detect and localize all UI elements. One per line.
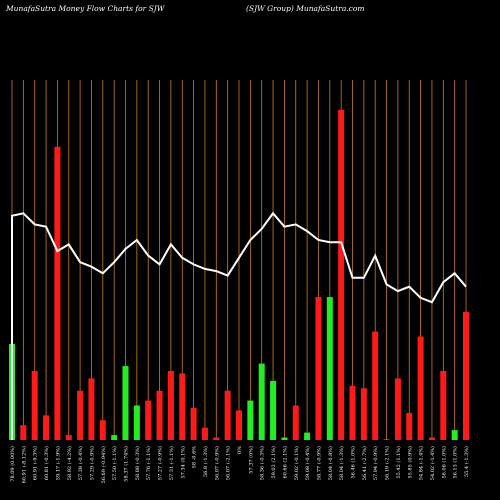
x-tick-label: 56.13 (1.0%) bbox=[452, 446, 459, 479]
x-tick-label: 57.34 (0.1%) bbox=[179, 446, 186, 479]
volume-bar bbox=[88, 378, 95, 440]
volume-bar bbox=[349, 385, 356, 440]
volume-bar bbox=[156, 390, 163, 440]
volume-bar bbox=[394, 378, 401, 440]
x-tick-label: 58.37 (1.74%) bbox=[123, 446, 130, 482]
volume-bar bbox=[338, 109, 345, 441]
volume-bar bbox=[201, 427, 208, 440]
volume-bar bbox=[77, 390, 84, 440]
x-tick-label: 59.02 (-0.1%) bbox=[293, 446, 300, 480]
volume-bar bbox=[360, 388, 367, 440]
x-tick-label: 59.02 (2.1%) bbox=[270, 446, 277, 479]
volume-bar bbox=[440, 371, 447, 440]
price-line bbox=[11, 211, 467, 440]
volume-bar bbox=[406, 412, 413, 440]
x-tick-label: 59.08 (-0.4%) bbox=[304, 446, 311, 480]
x-tick-label: 78.09 (0.00%) bbox=[9, 446, 16, 482]
x-tick-label: 55.42 (1.1%) bbox=[395, 446, 402, 479]
volume-bar bbox=[428, 437, 435, 440]
x-tick-label: 56.06 (1.0%) bbox=[440, 446, 447, 479]
volume-bar bbox=[167, 371, 174, 440]
volume-bar bbox=[179, 373, 186, 440]
x-tick-label: 57.31 (-1.1%) bbox=[168, 446, 175, 480]
volume-bar bbox=[31, 371, 38, 440]
volume-bar bbox=[292, 405, 299, 440]
volume-bar bbox=[213, 437, 220, 440]
volume-bar bbox=[451, 430, 458, 440]
x-tick-label: 55.85 (0.9%) bbox=[406, 446, 413, 479]
x-tick-label: 58.36 (-0.3%) bbox=[259, 446, 266, 480]
volume-bar bbox=[236, 410, 242, 440]
x-tick-label: 57.94 (-0.9%) bbox=[372, 446, 379, 480]
x-tick-label: 55.4 (-1.3%) bbox=[463, 446, 470, 477]
x-tick-label: 60.66 (2.1%) bbox=[281, 446, 288, 479]
volume-bar bbox=[43, 415, 50, 440]
x-tick-label: 58.88 (-0.3%) bbox=[134, 446, 141, 480]
volume-bar bbox=[65, 435, 72, 440]
volume-bar bbox=[463, 311, 469, 440]
volume-bar bbox=[20, 425, 27, 440]
x-tick-label: 54.02 (-1.4%) bbox=[429, 446, 436, 480]
volume-bar bbox=[122, 366, 129, 440]
volume-bar bbox=[315, 297, 322, 440]
x-tick-label: 58 -0.6% bbox=[192, 446, 198, 469]
volume-bar bbox=[326, 297, 333, 440]
chart-title: MunafaSutra Money Flow Charts for SJW bbox=[6, 4, 165, 13]
x-tick-label: 59.17 (-1.9%) bbox=[54, 446, 61, 480]
x-tick-label: 57.38 (-0.4%) bbox=[77, 446, 84, 480]
x-tick-label: 56.41 (-2.7%) bbox=[361, 446, 368, 480]
x-tick-label: 60.91 (-8.12%) bbox=[20, 446, 27, 483]
chart-site-title: (SJW Group) MunafaSutra.com bbox=[246, 4, 365, 13]
volume-bar bbox=[383, 439, 390, 440]
x-tick-label: 57.50 (-1.1%) bbox=[111, 446, 118, 480]
x-tick-label: 56.46 (1.0%) bbox=[350, 446, 357, 479]
volume-bar bbox=[145, 400, 152, 440]
x-tick-label: 60.81 (-0.3%) bbox=[43, 446, 50, 480]
volume-bar bbox=[224, 390, 231, 440]
x-tick-label: 56.69 (-0.94%) bbox=[100, 446, 107, 483]
volume-bar bbox=[372, 331, 379, 440]
volume-bar bbox=[258, 363, 265, 440]
x-tick-label: 54.84 (-1.4%) bbox=[418, 446, 425, 480]
x-tick-label: 56.8 (-1.3%) bbox=[202, 446, 209, 477]
x-tick-label: 57.27 (-0.9%) bbox=[157, 446, 164, 480]
x-tick-label: 58.04 (-1.3%) bbox=[338, 446, 345, 480]
volume-bar bbox=[417, 336, 424, 440]
x-tick-label: 57.29 (-0.9%) bbox=[88, 446, 95, 480]
volume-bar bbox=[54, 146, 61, 440]
volume-bar bbox=[304, 432, 311, 440]
x-tick-label: 57.37 (0%) bbox=[247, 446, 254, 474]
x-tick-label: 56.19 (-2.1%) bbox=[384, 446, 391, 480]
x-tick-label: 57.76 (-1.1%) bbox=[145, 446, 152, 480]
x-tick-label: 56.07 (-0.9%) bbox=[213, 446, 220, 480]
x-tick-label: 0% bbox=[237, 446, 243, 454]
x-tick-label: 58.92 (-4.2%) bbox=[66, 446, 73, 480]
volume-bar bbox=[270, 380, 277, 440]
volume-bar bbox=[133, 405, 140, 440]
volume-bar bbox=[247, 400, 254, 440]
volume-bar bbox=[281, 437, 288, 440]
volume-bar bbox=[190, 407, 197, 440]
x-tick-label: 60.91 (-9.3%) bbox=[32, 446, 39, 480]
x-tick-label: 58.77 (-0.9%) bbox=[315, 446, 322, 480]
volume-bar bbox=[99, 420, 106, 440]
x-tick-label: 58.04 (-0.8%) bbox=[327, 446, 334, 480]
volume-bar bbox=[111, 435, 118, 440]
x-tick-label: 56.07 (-2.1%) bbox=[225, 446, 232, 480]
